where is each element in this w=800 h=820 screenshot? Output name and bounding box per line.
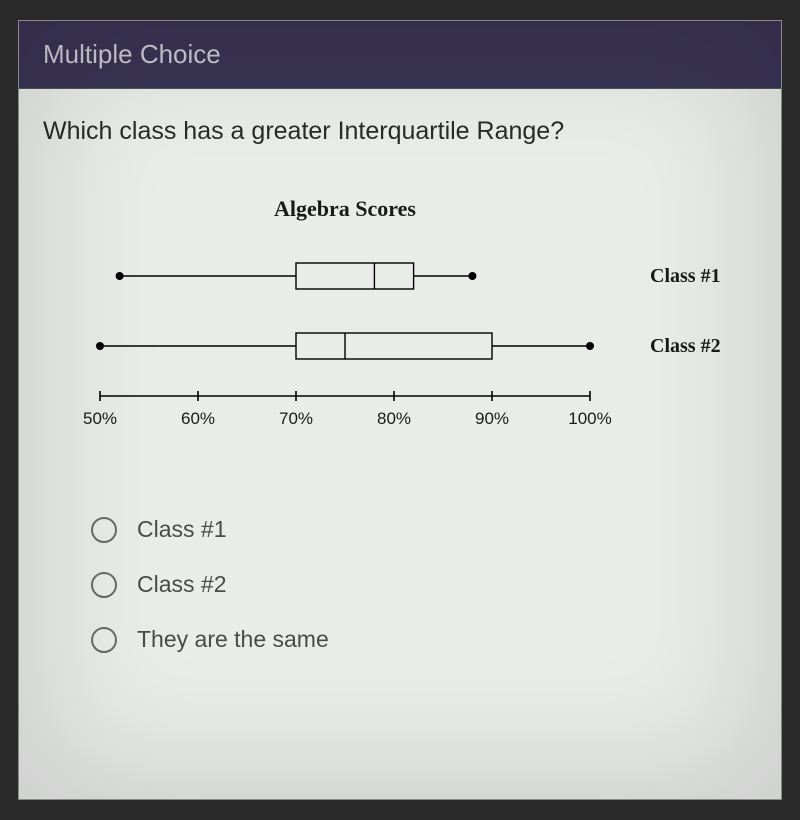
radio-icon	[91, 517, 117, 543]
option-label: Class #1	[137, 516, 226, 543]
svg-text:60%: 60%	[181, 409, 215, 428]
svg-text:50%: 50%	[83, 409, 117, 428]
option-class-1[interactable]: Class #1	[91, 516, 757, 543]
option-label: Class #2	[137, 571, 226, 598]
panel-content: Which class has a greater Interquartile …	[19, 89, 781, 709]
panel-header: Multiple Choice	[19, 21, 781, 89]
boxplot-chart: Algebra Scores Class #1 Class #2 50% 60% 70% 8…	[50, 186, 750, 466]
chart-svg: Algebra Scores Class #1 Class #2 50% 60% 70% 8…	[50, 186, 750, 466]
option-label: They are the same	[137, 626, 329, 653]
svg-text:Algebra Scores: Algebra Scores	[274, 196, 416, 221]
svg-text:Class #2: Class #2	[650, 335, 721, 357]
quiz-panel: Multiple Choice Which class has a greate…	[18, 20, 782, 800]
svg-text:90%: 90%	[475, 409, 509, 428]
svg-text:80%: 80%	[377, 409, 411, 428]
svg-text:70%: 70%	[279, 409, 313, 428]
svg-text:Class #1: Class #1	[650, 265, 721, 287]
radio-icon	[91, 627, 117, 653]
question-text: Which class has a greater Interquartile …	[43, 117, 757, 146]
option-class-2[interactable]: Class #2	[91, 571, 757, 598]
header-title: Multiple Choice	[43, 39, 221, 69]
answer-options: Class #1 Class #2 They are the same	[43, 516, 757, 653]
radio-icon	[91, 572, 117, 598]
svg-text:100%: 100%	[568, 409, 611, 428]
option-same[interactable]: They are the same	[91, 626, 757, 653]
